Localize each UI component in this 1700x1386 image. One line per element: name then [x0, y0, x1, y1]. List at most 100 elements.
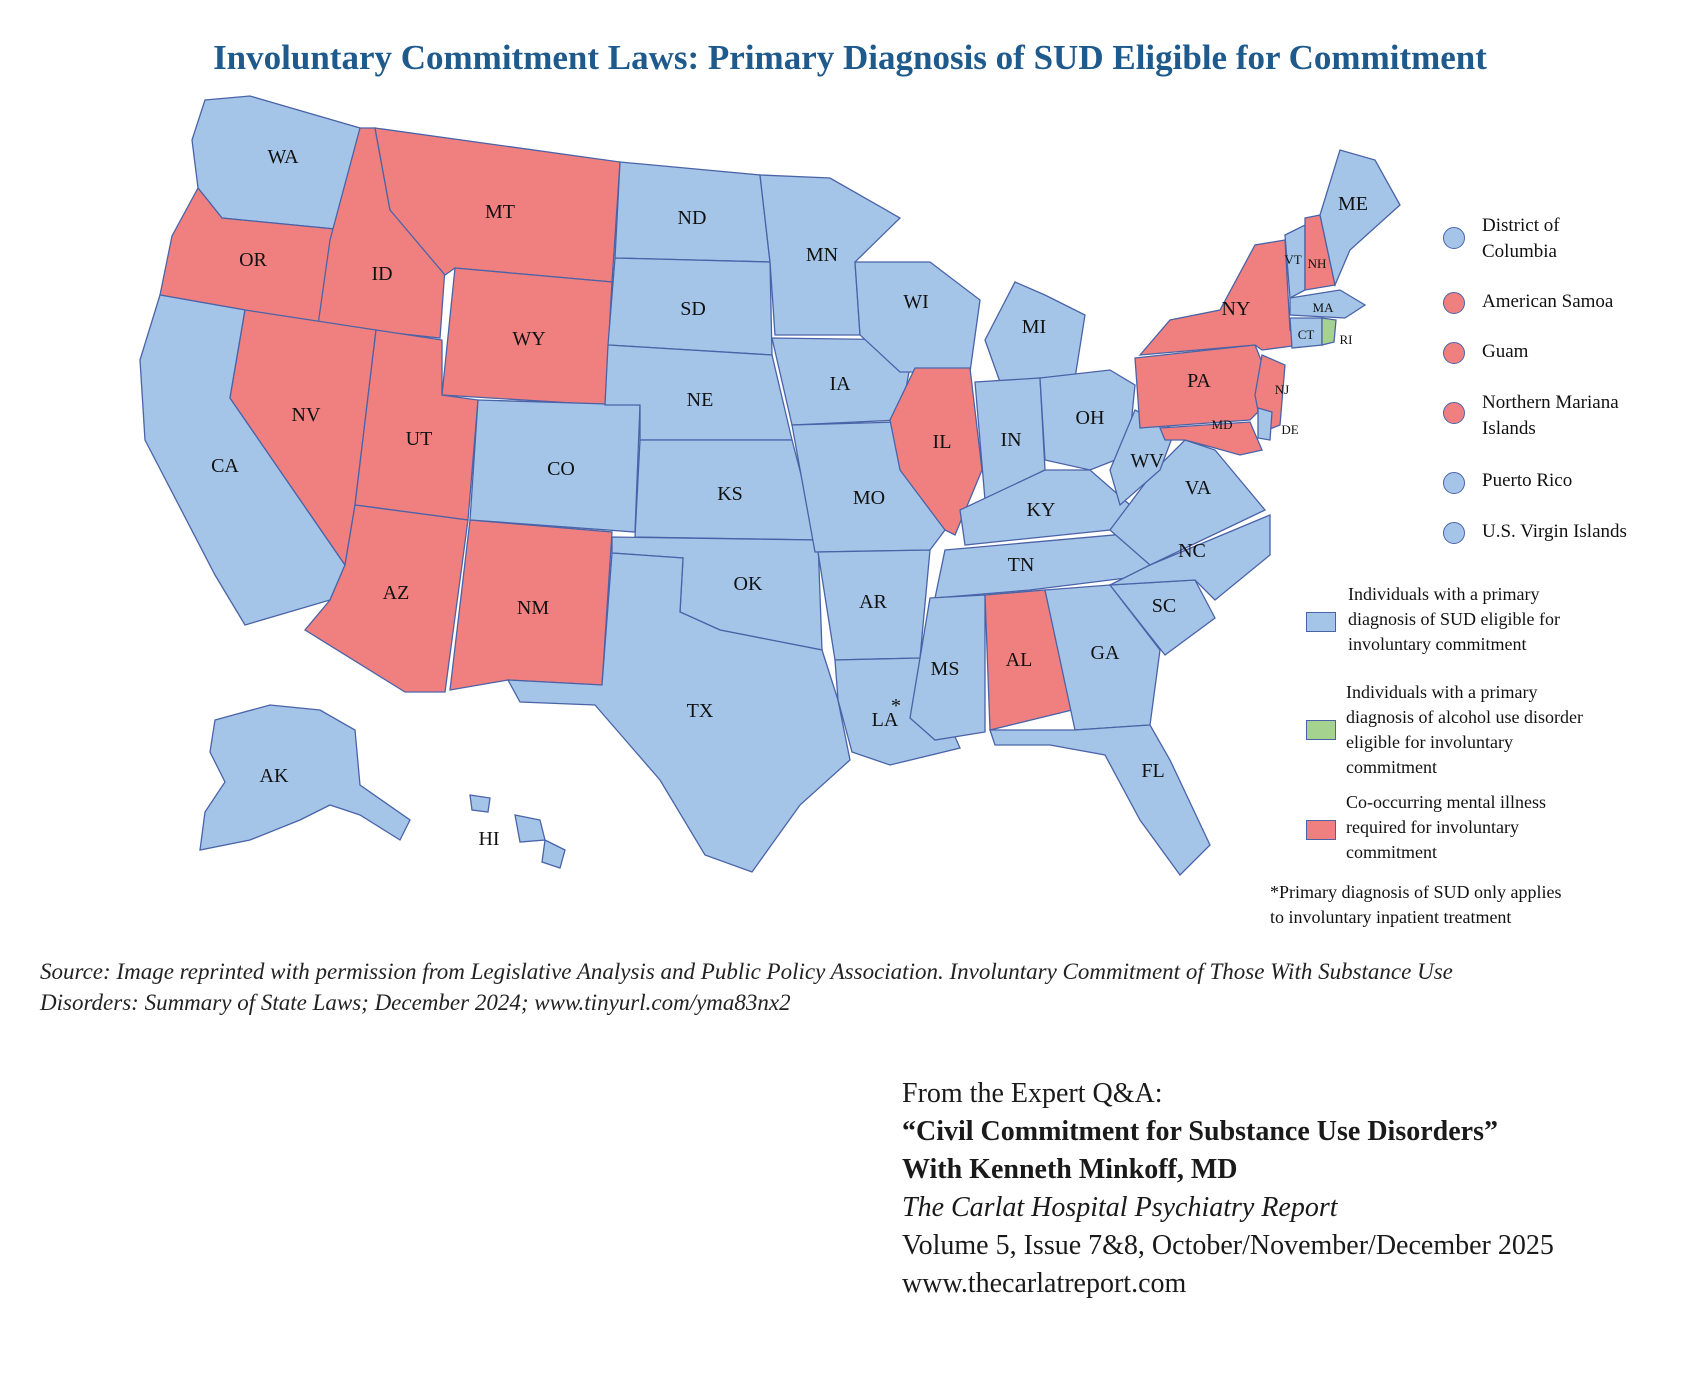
legend-line: diagnosis of SUD eligible for	[1348, 609, 1560, 629]
territory-swatch	[1443, 472, 1465, 494]
publication-issue: Volume 5, Issue 7&8, October/November/De…	[902, 1230, 1554, 1261]
label-IN: IN	[1000, 429, 1021, 451]
state-ME	[1319, 149, 1401, 288]
legend-swatch	[1306, 720, 1336, 740]
source-line: Source: Image reprinted with permission …	[40, 959, 1453, 984]
label-CT: CT	[1298, 327, 1315, 342]
label-SC: SC	[1152, 595, 1176, 617]
la-asterisk: *	[891, 695, 901, 717]
label-IL: IL	[933, 431, 952, 453]
state-NY	[1138, 239, 1302, 356]
source-line: Disorders: Summary of State Laws; Decemb…	[40, 990, 791, 1015]
article-credits: From the Expert Q&A: “Civil Commitment f…	[902, 1075, 1554, 1303]
label-MT: MT	[485, 201, 515, 223]
label-CA: CA	[211, 455, 239, 477]
territory-puerto-rico: Puerto Rico	[1482, 470, 1573, 491]
legend-line: required for involuntary	[1346, 817, 1519, 837]
legend-line: Individuals with a primary	[1348, 584, 1540, 604]
legend-line: Co-occurring mental illness	[1346, 792, 1546, 812]
territory-swatch	[1443, 227, 1465, 249]
state-WV	[1109, 409, 1176, 507]
publication-url[interactable]: www.thecarlatreport.com	[902, 1268, 1187, 1299]
territory-swatch	[1443, 292, 1465, 314]
legend-line: commitment	[1346, 842, 1437, 862]
label-KY: KY	[1027, 499, 1056, 521]
label-NJ: NJ	[1275, 382, 1289, 397]
territory-name: Islands	[1482, 418, 1536, 439]
label-MI: MI	[1022, 316, 1046, 338]
credits-intro: From the Expert Q&A:	[902, 1078, 1163, 1109]
label-RI: RI	[1340, 332, 1353, 347]
label-ID: ID	[371, 263, 392, 285]
label-AL: AL	[1006, 649, 1033, 671]
label-MO: MO	[853, 487, 885, 509]
legend-line: Individuals with a primary	[1346, 682, 1538, 702]
state-AZ	[304, 504, 469, 693]
label-AR: AR	[859, 591, 887, 613]
label-NY: NY	[1222, 298, 1251, 320]
label-NC: NC	[1178, 540, 1206, 562]
territory-northern-mariana: Northern Mariana Islands	[1482, 390, 1619, 442]
legend-item-sud: Individuals with a primary diagnosis of …	[1348, 582, 1560, 657]
label-GA: GA	[1091, 642, 1120, 664]
label-VT: VT	[1284, 252, 1301, 267]
label-NH: NH	[1308, 256, 1327, 271]
label-AK: AK	[260, 765, 289, 787]
legend-line: eligible for involuntary	[1346, 732, 1513, 752]
state-FL	[989, 724, 1211, 876]
label-TX: TX	[687, 700, 714, 722]
state-MA	[1289, 289, 1367, 319]
label-UT: UT	[406, 428, 433, 450]
label-FL: FL	[1141, 760, 1164, 782]
footnote-line: *Primary diagnosis of SUD only applies	[1270, 882, 1562, 902]
state-DE	[1257, 407, 1273, 441]
footnote: *Primary diagnosis of SUD only applies t…	[1270, 880, 1561, 930]
territory-swatch	[1443, 402, 1465, 424]
article-title: “Civil Commitment for Substance Use Diso…	[902, 1116, 1498, 1147]
label-SD: SD	[680, 298, 706, 320]
label-NE: NE	[687, 389, 714, 411]
legend-swatch	[1306, 820, 1336, 840]
label-CO: CO	[547, 458, 575, 480]
label-IA: IA	[829, 373, 851, 395]
source-citation: Source: Image reprinted with permission …	[40, 956, 1680, 1018]
label-WA: WA	[267, 146, 299, 168]
legend-swatch	[1306, 612, 1336, 632]
legend-line: involuntary commitment	[1348, 634, 1527, 654]
label-HI: HI	[478, 828, 499, 850]
territory-name: Columbia	[1482, 241, 1557, 262]
label-MD: MD	[1212, 417, 1233, 432]
label-WY: WY	[512, 328, 545, 350]
label-DE: DE	[1281, 422, 1298, 437]
label-AZ: AZ	[383, 582, 410, 604]
label-MA: MA	[1313, 300, 1335, 315]
legend-item-cooccurring: Co-occurring mental illness required for…	[1346, 790, 1546, 865]
label-OR: OR	[239, 249, 267, 271]
footnote-line: to involuntary inpatient treatment	[1270, 907, 1512, 927]
label-WI: WI	[903, 291, 929, 313]
label-OK: OK	[734, 573, 763, 595]
territory-swatch	[1443, 342, 1465, 364]
territory-name: Northern Mariana	[1482, 392, 1619, 413]
label-ND: ND	[678, 207, 707, 229]
territory-name: District of	[1482, 215, 1560, 236]
state-RI	[1321, 317, 1337, 346]
label-KS: KS	[717, 483, 743, 505]
territory-guam: Guam	[1482, 341, 1529, 362]
legend-item-alcohol: Individuals with a primary diagnosis of …	[1346, 680, 1583, 780]
label-NV: NV	[292, 404, 321, 426]
article-author: With Kenneth Minkoff, MD	[902, 1154, 1238, 1185]
state-HI	[469, 794, 566, 869]
state-GA	[1044, 584, 1161, 731]
us-map: WA OR CA ID NV MT WY UT AZ CO NM ND SD N…	[139, 95, 1401, 876]
territory-american-samoa: American Samoa	[1482, 291, 1614, 312]
label-MN: MN	[806, 244, 838, 266]
territory-usvi: U.S. Virgin Islands	[1482, 521, 1627, 542]
territory-swatch	[1443, 522, 1465, 544]
label-TN: TN	[1008, 554, 1035, 576]
state-AK	[199, 704, 411, 851]
label-WV: WV	[1130, 450, 1164, 472]
label-VA: VA	[1185, 477, 1212, 499]
territory-dc: District of Columbia	[1482, 213, 1560, 265]
label-ME: ME	[1338, 193, 1368, 215]
